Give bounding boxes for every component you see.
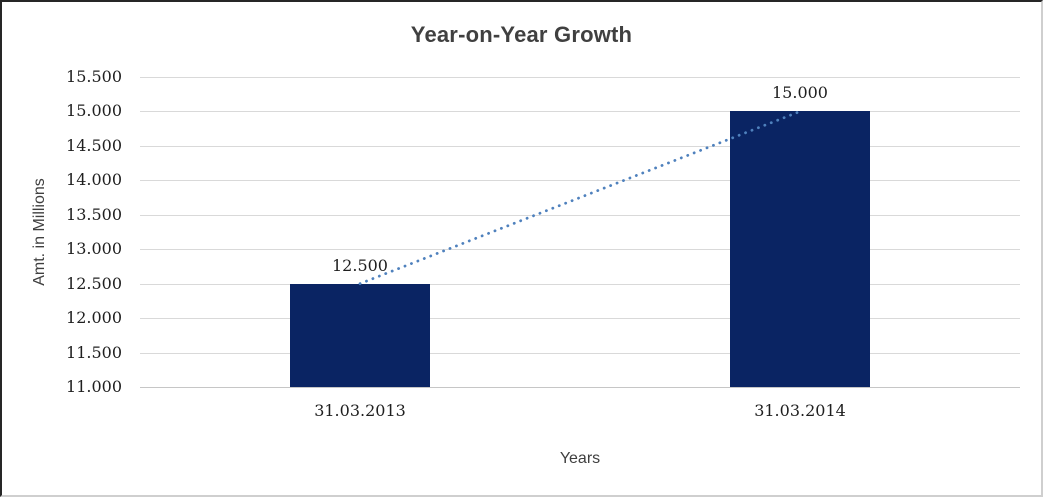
gridline: [140, 145, 1020, 147]
y-tick-label: 15.500: [66, 67, 122, 86]
y-tick-label: 14.500: [66, 135, 122, 155]
gridline: [140, 214, 1020, 216]
bar[interactable]: [730, 111, 870, 387]
y-axis-tick-labels: 15.500 15.000 14.500 14.000 13.500 13.000 12.5…: [2, 67, 122, 396]
gridline: [140, 352, 1020, 354]
gridline: [140, 318, 1020, 320]
chart-title: Year-on-Year Growth: [410, 22, 633, 47]
y-tick-label: 12.500: [66, 273, 122, 293]
x-axis-title: Years: [559, 450, 601, 467]
x-axis-line: [140, 387, 1020, 388]
y-tick-label: 14.000: [66, 170, 122, 190]
data-label: 15.000: [772, 83, 828, 103]
x-tick-label: 31.03.2014: [754, 401, 846, 420]
gridline: [140, 283, 1020, 285]
bar[interactable]: [290, 283, 430, 387]
y-tick-label: 12.000: [66, 308, 122, 328]
gridline: [140, 180, 1020, 182]
x-axis-tick-labels: 31.03.2013 31.03.2014: [140, 400, 1020, 422]
gridline: [140, 111, 1020, 113]
y-tick-label: 11.000: [66, 377, 122, 396]
y-tick-label: 15.000: [66, 101, 122, 121]
trendline-segment: [358, 110, 802, 286]
trendline[interactable]: [140, 77, 1020, 387]
data-label: 12.500: [332, 255, 388, 275]
x-tick-label: 31.03.2013: [314, 401, 406, 420]
gridline: [140, 77, 1020, 78]
y-tick-label: 13.500: [66, 204, 122, 224]
plot-area: 12.500 15.000: [140, 77, 1020, 388]
y-tick-label: 11.500: [66, 342, 122, 362]
gridline: [140, 249, 1020, 251]
y-tick-label: 13.000: [66, 239, 122, 259]
